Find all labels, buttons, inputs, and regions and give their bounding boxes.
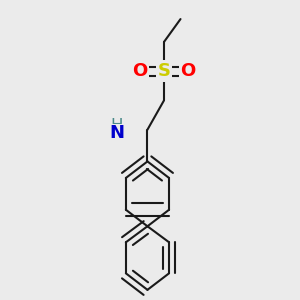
Text: N: N — [110, 124, 124, 142]
Text: O: O — [181, 62, 196, 80]
Text: H: H — [111, 117, 123, 135]
Text: O: O — [132, 62, 148, 80]
Text: S: S — [158, 62, 170, 80]
